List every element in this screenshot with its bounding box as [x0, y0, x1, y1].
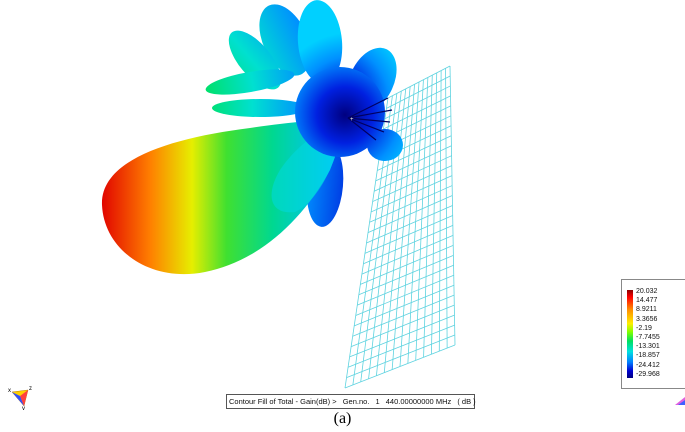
grid-line — [346, 334, 455, 379]
left-lobe-2 — [212, 99, 308, 117]
grid-line — [383, 95, 451, 130]
caption-gen-label: Gen.no. — [342, 397, 370, 406]
legend-value: 3.3656 — [636, 315, 658, 323]
grid-line — [377, 135, 452, 171]
axis-z-label: x — [8, 388, 11, 394]
legend-value: -18.857 — [636, 352, 660, 360]
upper-lobe-2 — [297, 0, 343, 84]
axis-x-label: z — [29, 386, 32, 392]
grid-line — [375, 145, 452, 182]
grid-line — [370, 175, 453, 213]
caption-prefix: Contour Fill of Total - Gain(dB) > — [229, 397, 337, 406]
legend-value: 14.477 — [636, 297, 658, 305]
legend-value: 20.032 — [636, 288, 658, 295]
grid-line — [355, 274, 454, 316]
result-caption: Contour Fill of Total - Gain(dB) > Gen.n… — [226, 394, 476, 409]
legend-value: -2.19 — [636, 324, 652, 332]
figure-label: (a) — [333, 410, 352, 427]
origin-marker: + — [350, 117, 354, 123]
grid-line — [349, 314, 455, 358]
grid-line — [347, 324, 455, 368]
caption-unit: ( dB ) — [457, 397, 476, 406]
grid-line — [360, 244, 454, 285]
color-legend: 20.032 14.477 8.9211 3.3656 -2.19 -7.745… — [621, 279, 685, 389]
grid-line — [358, 254, 454, 296]
grid-line — [386, 75, 451, 109]
pattern-core — [295, 67, 385, 157]
origin-spikes — [347, 97, 393, 141]
grid-line — [384, 85, 451, 120]
grid-line — [344, 344, 456, 389]
grid-line — [387, 65, 451, 99]
legend-value: -13.301 — [636, 343, 660, 351]
grid-line — [361, 235, 454, 275]
legend-values: 20.032 14.477 8.9211 3.3656 -2.19 -7.745… — [636, 287, 660, 379]
main-lobe — [101, 118, 345, 275]
corner-triangle-icon — [675, 397, 685, 405]
legend-value: -24.412 — [636, 361, 660, 369]
legend-value: -29.968 — [636, 370, 660, 378]
grid-line — [374, 155, 452, 192]
caption-gen-value: 1 — [375, 397, 380, 406]
grid-line — [352, 294, 455, 337]
axis-triad-icon: z x y — [8, 386, 32, 410]
grid-line — [369, 185, 453, 223]
grid-line — [354, 284, 455, 327]
left-lobe-1 — [205, 69, 295, 95]
axis-y-label: y — [22, 406, 25, 410]
grid-line — [350, 304, 455, 347]
grid-line — [357, 264, 454, 306]
legend-value: -7.7455 — [636, 334, 660, 342]
grid-line — [363, 225, 454, 265]
grid-line — [366, 205, 453, 244]
grid-line — [364, 215, 453, 254]
grid-line — [367, 195, 453, 234]
caption-frequency: 440.00000000 MHz — [385, 397, 452, 406]
legend-color-bar — [627, 290, 633, 378]
legend-value: 8.9211 — [636, 306, 657, 314]
reflector-grid — [344, 65, 456, 389]
grid-line — [372, 165, 452, 202]
